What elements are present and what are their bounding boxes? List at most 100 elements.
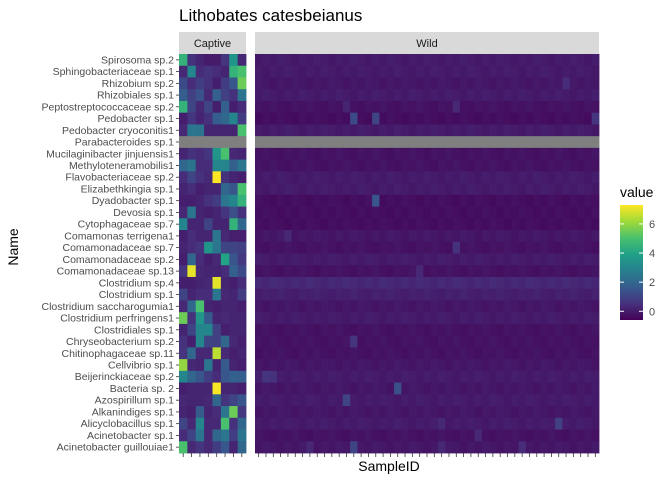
row-label: Dyadobacter sp.1 bbox=[92, 195, 174, 207]
heatmap-cell bbox=[306, 77, 314, 90]
heatmap-cell bbox=[577, 441, 585, 454]
heatmap-cell bbox=[518, 112, 527, 125]
heatmap-cell bbox=[255, 394, 263, 407]
heatmap-cell bbox=[584, 54, 593, 67]
heatmap-cell bbox=[237, 112, 247, 125]
heatmap-cell bbox=[518, 77, 527, 90]
heatmap-cell bbox=[212, 100, 222, 114]
heatmap-cell bbox=[306, 100, 314, 114]
heatmap-cell bbox=[364, 382, 373, 395]
heatmap-cell bbox=[503, 171, 512, 184]
heatmap-cell bbox=[503, 312, 512, 325]
heatmap-cell bbox=[569, 347, 578, 360]
heatmap-cell bbox=[459, 335, 468, 348]
heatmap-cell bbox=[342, 335, 351, 348]
heatmap-cell bbox=[313, 370, 322, 383]
heatmap-cell bbox=[386, 194, 395, 207]
heatmap-cell bbox=[262, 124, 271, 137]
heatmap-cell bbox=[298, 429, 307, 442]
heatmap-cell bbox=[496, 124, 505, 137]
heatmap-cell bbox=[481, 382, 490, 395]
heatmap-cell bbox=[518, 241, 527, 254]
heatmap-cell bbox=[262, 253, 271, 266]
heatmap-cell bbox=[195, 406, 205, 419]
heatmap-cell bbox=[481, 194, 490, 207]
row-label: Clostridium sp.4 bbox=[99, 277, 174, 289]
heatmap-cell bbox=[481, 359, 490, 372]
heatmap-cell bbox=[547, 406, 556, 419]
facet-strip-captive bbox=[179, 32, 246, 54]
heatmap-cell bbox=[204, 136, 213, 149]
heatmap-cell bbox=[342, 54, 351, 67]
heatmap-cell bbox=[591, 406, 600, 419]
heatmap-cell bbox=[562, 230, 571, 243]
heatmap-cell bbox=[306, 112, 314, 125]
heatmap-cell bbox=[518, 183, 527, 196]
heatmap-cell bbox=[423, 417, 432, 430]
heatmap-cell bbox=[445, 230, 454, 243]
heatmap-cell bbox=[320, 265, 329, 278]
row-label: Mucilaginibacter jinjuensis1 bbox=[46, 148, 174, 160]
heatmap-cell bbox=[372, 276, 380, 290]
heatmap-cell bbox=[328, 300, 336, 313]
heatmap-cell bbox=[562, 89, 571, 102]
heatmap-cell bbox=[357, 441, 366, 454]
heatmap-cell bbox=[408, 230, 417, 243]
heatmap-cell bbox=[364, 253, 373, 266]
heatmap-cell bbox=[187, 218, 197, 231]
heatmap-cell bbox=[320, 288, 329, 301]
heatmap-cell bbox=[423, 312, 432, 325]
heatmap-cell bbox=[540, 323, 549, 337]
heatmap-cell bbox=[291, 147, 300, 161]
heatmap-cell bbox=[237, 65, 247, 78]
heatmap-cell bbox=[372, 112, 380, 125]
heatmap-cell bbox=[350, 206, 358, 219]
heatmap-cell bbox=[262, 159, 271, 172]
heatmap-cell bbox=[584, 382, 593, 395]
heatmap-cell bbox=[459, 253, 468, 266]
heatmap-cell bbox=[291, 417, 300, 430]
heatmap-cell bbox=[357, 417, 366, 430]
heatmap-cell bbox=[525, 54, 534, 67]
heatmap-cell bbox=[179, 112, 188, 125]
heatmap-cell bbox=[372, 100, 380, 114]
heatmap-cell bbox=[195, 312, 205, 325]
heatmap-cell bbox=[408, 100, 417, 114]
heatmap-cell bbox=[187, 370, 197, 383]
heatmap-cell bbox=[423, 347, 432, 360]
heatmap-cell bbox=[474, 54, 483, 67]
heatmap-cell bbox=[187, 335, 197, 348]
heatmap-cell bbox=[401, 347, 410, 360]
heatmap-cell bbox=[591, 124, 600, 137]
heatmap-cell bbox=[489, 417, 497, 430]
heatmap-cell bbox=[423, 77, 432, 90]
heatmap-cell bbox=[474, 276, 483, 290]
heatmap-cell bbox=[511, 312, 519, 325]
heatmap-cell bbox=[408, 241, 417, 254]
heatmap-cell bbox=[269, 183, 278, 196]
heatmap-cell bbox=[237, 312, 247, 325]
heatmap-cell bbox=[547, 206, 556, 219]
heatmap-cell bbox=[350, 159, 358, 172]
heatmap-cell bbox=[569, 335, 578, 348]
heatmap-cell bbox=[401, 253, 410, 266]
heatmap-cell bbox=[237, 406, 247, 419]
heatmap-cell bbox=[511, 89, 519, 102]
heatmap-cell bbox=[584, 65, 593, 78]
heatmap-cell bbox=[262, 54, 271, 67]
heatmap-cell bbox=[364, 159, 373, 172]
heatmap-cell bbox=[187, 312, 197, 325]
heatmap-cell bbox=[577, 230, 585, 243]
heatmap-cell bbox=[179, 335, 188, 348]
heatmap-cell bbox=[179, 406, 188, 419]
heatmap-cell bbox=[379, 100, 388, 114]
heatmap-cell bbox=[496, 312, 505, 325]
heatmap-cell bbox=[350, 112, 358, 125]
heatmap-cell bbox=[518, 253, 527, 266]
heatmap-cell bbox=[577, 124, 585, 137]
heatmap-cell bbox=[229, 276, 239, 290]
heatmap-cell bbox=[357, 206, 366, 219]
heatmap-cell bbox=[474, 206, 483, 219]
heatmap-cell bbox=[328, 136, 336, 149]
heatmap-cell bbox=[408, 89, 417, 102]
